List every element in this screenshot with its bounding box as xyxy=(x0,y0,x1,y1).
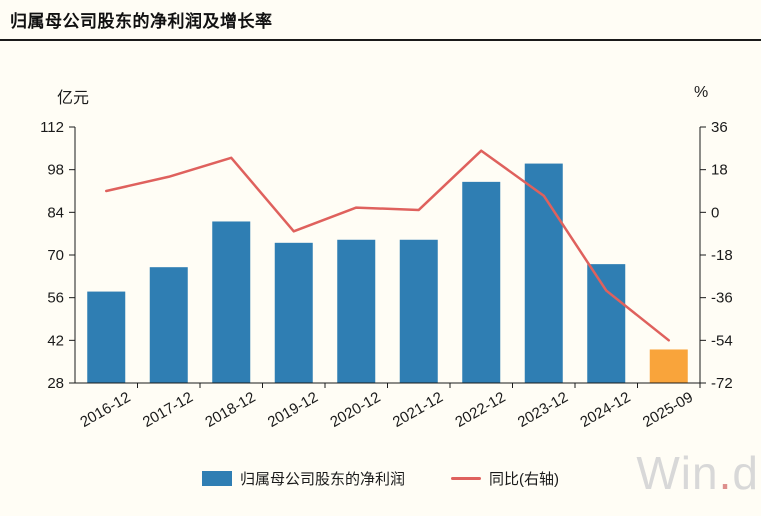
x-axis-label-2017-12: 2017-12 xyxy=(140,389,196,431)
x-axis-label-2021-12: 2021-12 xyxy=(390,389,446,431)
bar-2023-12 xyxy=(524,163,563,383)
right-axis-tick-label: 0 xyxy=(711,204,719,221)
x-axis-label-2024-12: 2024-12 xyxy=(577,389,633,431)
watermark-dot: . xyxy=(718,447,733,499)
legend-label-yoy: 同比(右轴) xyxy=(489,471,559,488)
bar-2021-12 xyxy=(399,239,438,383)
right-axis-tick-label: -36 xyxy=(711,290,733,307)
legend-label-net-profit: 归属母公司股东的净利润 xyxy=(239,471,405,488)
x-axis-label-2016-12: 2016-12 xyxy=(77,389,133,431)
x-axis-label-2025-09: 2025-09 xyxy=(640,389,696,431)
legend-item-net-profit: 归属母公司股东的净利润 xyxy=(201,468,405,489)
x-axis-label-2019-12: 2019-12 xyxy=(265,389,321,431)
watermark-suffix: d xyxy=(732,447,759,499)
right-axis-tick-label: -54 xyxy=(711,332,733,349)
right-axis-tick-label: 18 xyxy=(711,162,728,179)
bar-2022-12 xyxy=(462,181,501,383)
chart-title: 归属母公司股东的净利润及增长率 xyxy=(10,12,273,31)
right-axis-tick-label: -72 xyxy=(711,375,733,392)
x-axis-label-2022-12: 2022-12 xyxy=(452,389,508,431)
bar-series-swatch-icon xyxy=(201,471,232,486)
line-series-swatch-icon xyxy=(451,477,481,480)
bar-2019-12 xyxy=(274,242,313,383)
left-axis-unit-label: 亿元 xyxy=(57,90,90,107)
left-axis-tick-label: 70 xyxy=(47,247,64,264)
bar-2020-12 xyxy=(337,239,376,383)
right-axis-tick-label: -18 xyxy=(711,247,733,264)
bar-2016-12 xyxy=(87,291,126,383)
x-axis-label-2020-12: 2020-12 xyxy=(327,389,383,431)
left-axis-tick-label: 84 xyxy=(47,204,64,221)
yoy-line xyxy=(105,149,670,342)
chart-header: 归属母公司股东的净利润及增长率 xyxy=(0,0,761,41)
right-axis-unit-label: % xyxy=(694,84,709,101)
watermark-prefix: Win xyxy=(636,447,719,499)
left-axis-tick-label: 112 xyxy=(40,119,64,136)
legend-item-yoy: 同比(右轴) xyxy=(451,468,559,489)
wind-watermark: Win.d xyxy=(636,448,759,499)
left-axis-tick-label: 28 xyxy=(47,375,64,392)
x-axis-label-2018-12: 2018-12 xyxy=(202,389,258,431)
chart-legend: 归属母公司股东的净利润 同比(右轴) xyxy=(0,468,761,489)
left-axis-tick-label: 98 xyxy=(47,162,64,179)
bar-2024-12 xyxy=(587,264,626,383)
bar-2018-12 xyxy=(212,221,251,383)
bar-2017-12 xyxy=(149,267,188,383)
left-axis-tick-label: 42 xyxy=(47,332,64,349)
bar-2025-09 xyxy=(649,349,688,383)
x-axis-label-2023-12: 2023-12 xyxy=(515,389,571,431)
right-axis-tick-label: 36 xyxy=(711,119,728,136)
left-axis-tick-label: 56 xyxy=(47,290,64,307)
